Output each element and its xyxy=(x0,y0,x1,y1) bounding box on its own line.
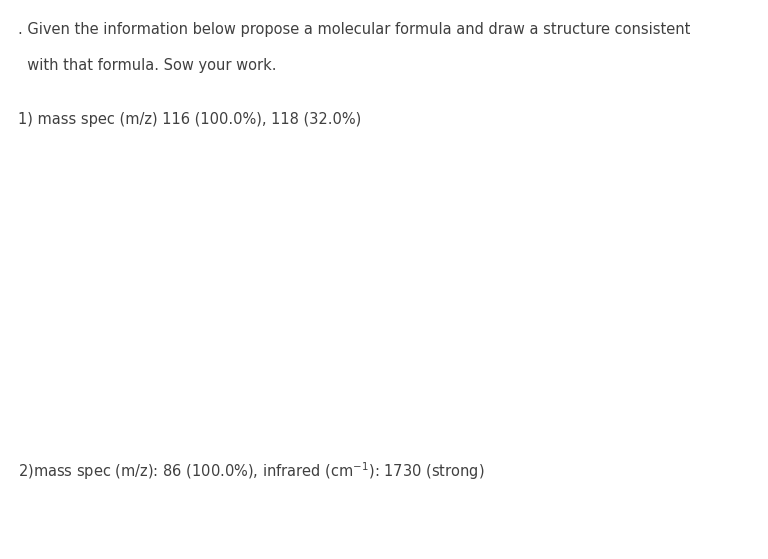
Text: . Given the information below propose a molecular formula and draw a structure c: . Given the information below propose a … xyxy=(18,22,690,37)
Text: 1) mass spec (m/z) 116 (100.0%), 118 (32.0%): 1) mass spec (m/z) 116 (100.0%), 118 (32… xyxy=(18,112,361,127)
Text: 2)mass spec (m/z): 86 (100.0%), infrared (cm$^{-1}$): 1730 (strong): 2)mass spec (m/z): 86 (100.0%), infrared… xyxy=(18,460,485,482)
Text: with that formula. Sow your work.: with that formula. Sow your work. xyxy=(18,58,276,73)
